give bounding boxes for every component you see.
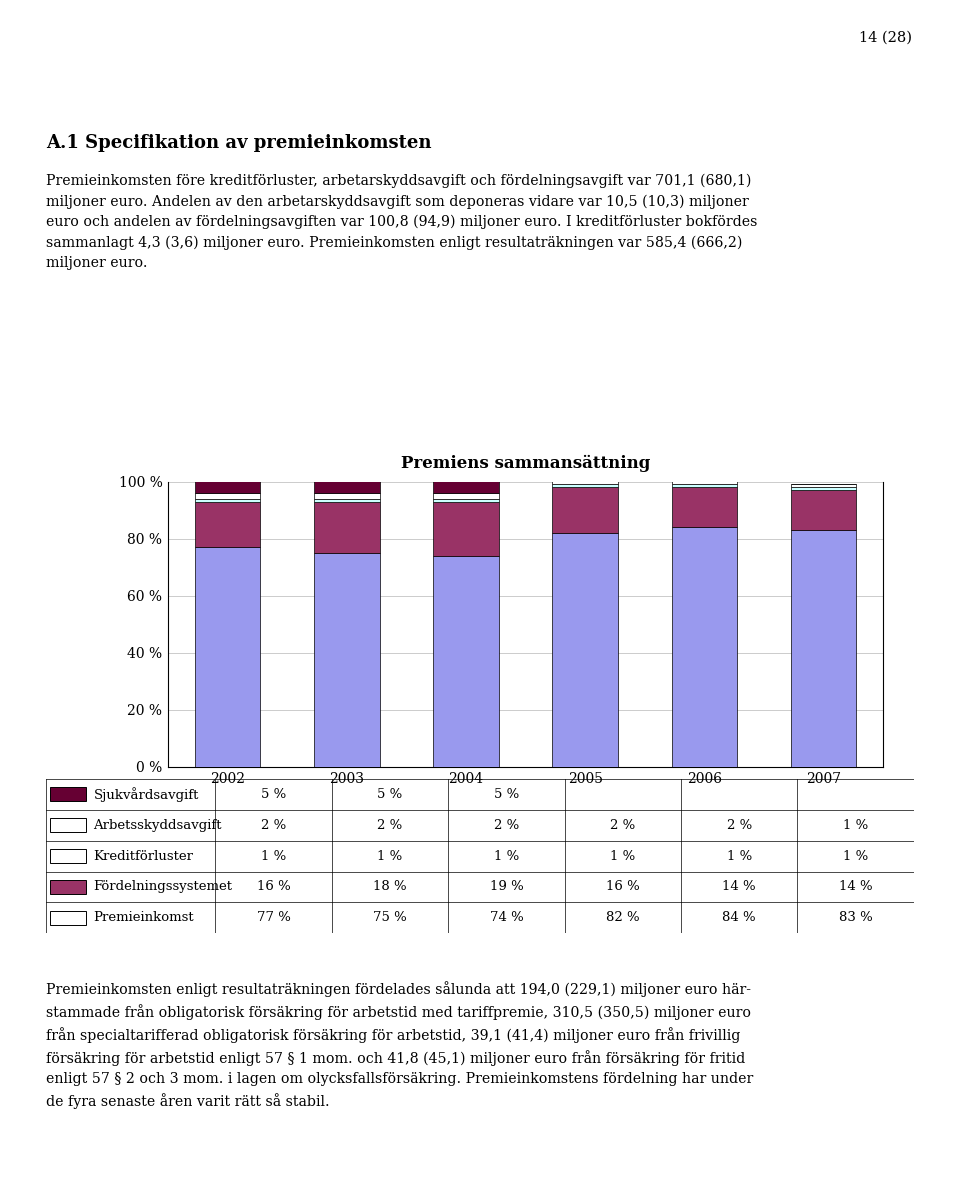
Bar <box>314 502 379 553</box>
Text: Sjukvårdsavgift: Sjukvårdsavgift <box>93 787 199 801</box>
Bar <box>552 484 618 487</box>
Bar <box>552 533 618 767</box>
Bar <box>552 479 618 484</box>
Text: 1 %: 1 % <box>261 850 286 862</box>
Text: 1 %: 1 % <box>843 819 869 831</box>
Text: Arbetsskyddsavgift: Arbetsskyddsavgift <box>93 819 222 831</box>
Bar <box>51 818 85 832</box>
Text: 14 (28): 14 (28) <box>859 31 912 45</box>
Bar <box>791 487 856 490</box>
Text: 74 %: 74 % <box>490 912 523 924</box>
Text: 18 %: 18 % <box>373 881 407 893</box>
Bar <box>51 787 85 801</box>
Bar <box>433 479 499 493</box>
Text: 14 %: 14 % <box>723 881 756 893</box>
Text: Kreditförluster: Kreditförluster <box>93 850 193 862</box>
Text: 2 %: 2 % <box>377 819 402 831</box>
Bar <box>791 484 856 487</box>
Text: Premieinkomst: Premieinkomst <box>93 912 194 924</box>
Text: 82 %: 82 % <box>606 912 639 924</box>
Bar <box>433 555 499 767</box>
Bar <box>314 553 379 767</box>
Text: Premieinkomsten enligt resultaträkningen fördelades sålunda att 194,0 (229,1) mi: Premieinkomsten enligt resultaträkningen… <box>46 981 754 1108</box>
Bar <box>433 493 499 498</box>
Text: 77 %: 77 % <box>256 912 291 924</box>
Text: 1 %: 1 % <box>611 850 636 862</box>
Bar <box>791 490 856 530</box>
Bar <box>51 911 85 925</box>
Bar <box>552 487 618 533</box>
Text: 2 %: 2 % <box>261 819 286 831</box>
Text: 16 %: 16 % <box>256 881 291 893</box>
Text: A.1 Specifikation av premieinkomsten: A.1 Specifikation av premieinkomsten <box>46 134 432 152</box>
Bar <box>195 502 260 547</box>
Bar <box>791 530 856 767</box>
Bar <box>195 479 260 493</box>
Text: 14 %: 14 % <box>839 881 873 893</box>
Bar <box>314 493 379 498</box>
Bar <box>51 880 85 894</box>
Text: Fördelningssystemet: Fördelningssystemet <box>93 881 232 893</box>
Bar <box>314 498 379 502</box>
Bar <box>195 498 260 502</box>
Bar <box>672 487 737 527</box>
Bar <box>672 479 737 484</box>
Text: 2 %: 2 % <box>611 819 636 831</box>
Bar <box>195 547 260 767</box>
Bar <box>433 498 499 502</box>
Text: 19 %: 19 % <box>490 881 523 893</box>
Text: 1 %: 1 % <box>727 850 752 862</box>
Text: 1 %: 1 % <box>843 850 869 862</box>
Text: 1 %: 1 % <box>493 850 519 862</box>
Bar <box>314 479 379 493</box>
Bar <box>51 849 85 863</box>
Text: 84 %: 84 % <box>723 912 756 924</box>
Text: Premieinkomsten före kreditförluster, arbetarskyddsavgift och fördelningsavgift : Premieinkomsten före kreditförluster, ar… <box>46 174 757 270</box>
Bar <box>433 502 499 555</box>
Bar <box>672 484 737 487</box>
Text: 2 %: 2 % <box>727 819 752 831</box>
Bar <box>195 493 260 498</box>
Text: 75 %: 75 % <box>373 912 407 924</box>
Text: 5 %: 5 % <box>377 788 402 800</box>
Text: 1 %: 1 % <box>377 850 402 862</box>
Title: Premiens sammansättning: Premiens sammansättning <box>401 454 650 472</box>
Text: 5 %: 5 % <box>493 788 519 800</box>
Text: 5 %: 5 % <box>261 788 286 800</box>
Bar <box>672 527 737 767</box>
Text: 83 %: 83 % <box>839 912 873 924</box>
Text: 16 %: 16 % <box>606 881 639 893</box>
Text: 2 %: 2 % <box>493 819 519 831</box>
